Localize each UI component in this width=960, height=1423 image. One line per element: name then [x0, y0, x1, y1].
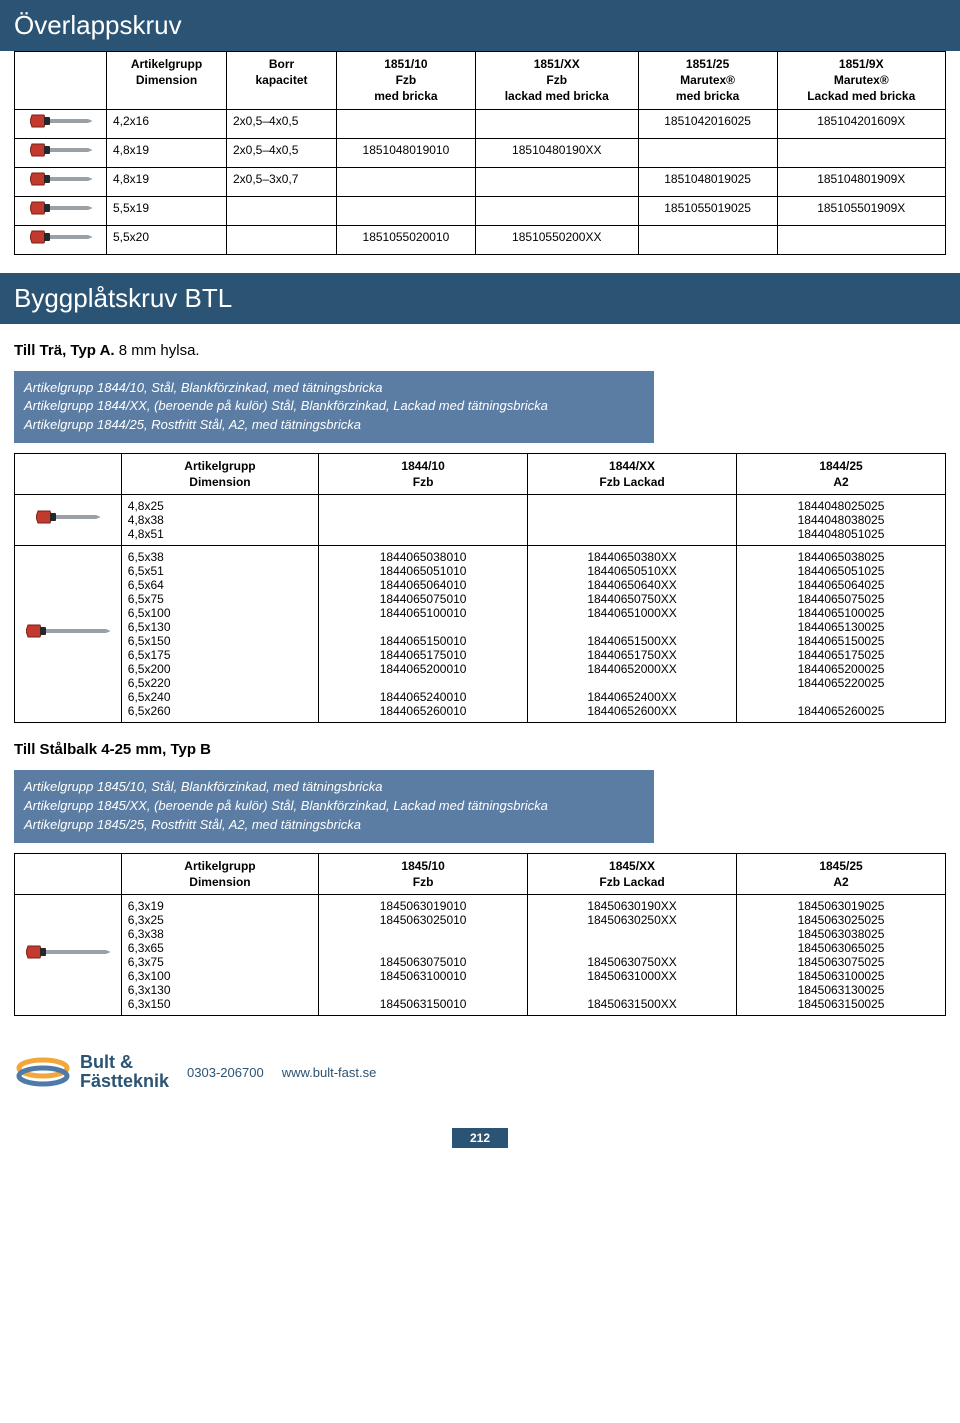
cell-val [337, 109, 476, 138]
screw-icon [26, 943, 110, 967]
col-1851-25: 1851/25Marutex®med bricka [638, 52, 777, 110]
cell-val [638, 138, 777, 167]
cell-cap: 2x0,5–3x0,7 [227, 167, 337, 196]
col-1845-10: 1845/10Fzb [319, 854, 528, 895]
table-row: 5,5x19 1851055019025 185105501909X [15, 196, 946, 225]
infobox-1844: Artikelgrupp 1844/10, Stål, Blankförzink… [14, 371, 654, 444]
subhead-typ-b: Till Stålbalk 4-25 mm, Typ B [14, 741, 946, 758]
col-icon [15, 52, 107, 110]
cell-val: 1851055020010 [337, 225, 476, 254]
table-row: 6,3x196,3x256,3x386,3x656,3x756,3x1006,3… [15, 895, 946, 1016]
col-1851-xx: 1851/XXFzblackad med bricka [475, 52, 638, 110]
screw-icon [30, 112, 92, 136]
brand-line2: Fästteknik [80, 1072, 169, 1091]
cell-val [777, 225, 945, 254]
cell-val [475, 167, 638, 196]
page-footer: Bult & Fästteknik 0303-206700 www.bult-f… [0, 1034, 960, 1110]
col-dim: ArtikelgruppDimension [121, 454, 318, 495]
screw-icon [30, 141, 92, 165]
col-1845-25: 1845/25A2 [737, 854, 946, 895]
cell-dim: 5,5x19 [107, 196, 227, 225]
screw-icon [36, 508, 100, 532]
table-1845: ArtikelgruppDimension 1845/10Fzb 1845/XX… [14, 853, 946, 1016]
table-row: 5,5x20 1851055020010 18510550200XX [15, 225, 946, 254]
cell-val: 1851042016025 [638, 109, 777, 138]
cell-dim: 5,5x20 [107, 225, 227, 254]
section1-content: ArtikelgruppDimension Borrkapacitet 1851… [0, 51, 960, 273]
col-1851-10: 1851/10Fzbmed bricka [337, 52, 476, 110]
cell-val [475, 196, 638, 225]
cell-val [337, 167, 476, 196]
cell-val: 18510550200XX [475, 225, 638, 254]
table-row: 4,8x254,8x384,8x51 184404802502518440480… [15, 495, 946, 546]
screw-icon [30, 199, 92, 223]
cell-val: 185104801909X [777, 167, 945, 196]
col-1844-xx: 1844/XXFzb Lackad [528, 454, 737, 495]
screw-icon [30, 170, 92, 194]
table-row: 4,8x19 2x0,5–4x0,5 1851048019010 1851048… [15, 138, 946, 167]
footer-phone: 0303-206700 [187, 1065, 264, 1080]
col-dim: ArtikelgruppDimension [121, 854, 318, 895]
table-row: 4,2x16 2x0,5–4x0,5 1851042016025 1851042… [15, 109, 946, 138]
section-title-overlappskruv: Överlappskruv [0, 0, 960, 51]
section-title-byggplatskruv: Byggplåtskruv BTL [0, 273, 960, 324]
cell-val: 185104201609X [777, 109, 945, 138]
page-number: 212 [452, 1128, 508, 1148]
brand-logo: Bult & Fästteknik [14, 1052, 169, 1092]
col-1844-25: 1844/25A2 [737, 454, 946, 495]
col-1845-xx: 1845/XXFzb Lackad [528, 854, 737, 895]
logo-icon [14, 1052, 72, 1092]
col-dim: ArtikelgruppDimension [107, 52, 227, 110]
cell-cap: 2x0,5–4x0,5 [227, 109, 337, 138]
col-1851-9x: 1851/9XMarutex®Lackad med bricka [777, 52, 945, 110]
subhead-typ-a: Till Trä, Typ A. 8 mm hylsa. [14, 342, 946, 359]
table-overlappskruv: ArtikelgruppDimension Borrkapacitet 1851… [14, 51, 946, 255]
page-number-wrap: 212 [0, 1128, 960, 1148]
table-row: 6,5x386,5x516,5x646,5x756,5x1006,5x1306,… [15, 546, 946, 723]
footer-url: www.bult-fast.se [282, 1065, 377, 1080]
cell-val: 18510480190XX [475, 138, 638, 167]
col-cap: Borrkapacitet [227, 52, 337, 110]
cell-val [638, 225, 777, 254]
cell-val: 1851055019025 [638, 196, 777, 225]
section2-content: Till Trä, Typ A. 8 mm hylsa. Artikelgrup… [0, 342, 960, 1035]
cell-val [777, 138, 945, 167]
table-row: 4,8x19 2x0,5–3x0,7 1851048019025 1851048… [15, 167, 946, 196]
infobox-1845: Artikelgrupp 1845/10, Stål, Blankförzink… [14, 770, 654, 843]
cell-val [337, 196, 476, 225]
cell-cap [227, 225, 337, 254]
cell-dim: 4,8x19 [107, 167, 227, 196]
cell-cap [227, 196, 337, 225]
cell-cap: 2x0,5–4x0,5 [227, 138, 337, 167]
cell-dim: 4,2x16 [107, 109, 227, 138]
cell-val: 1851048019025 [638, 167, 777, 196]
cell-val [475, 109, 638, 138]
cell-val: 185105501909X [777, 196, 945, 225]
table-1844: ArtikelgruppDimension 1844/10Fzb 1844/XX… [14, 453, 946, 723]
cell-dim: 4,8x19 [107, 138, 227, 167]
brand-line1: Bult & [80, 1053, 169, 1072]
cell-val: 1851048019010 [337, 138, 476, 167]
screw-icon [30, 228, 92, 252]
col-1844-10: 1844/10Fzb [319, 454, 528, 495]
screw-icon [26, 622, 110, 646]
